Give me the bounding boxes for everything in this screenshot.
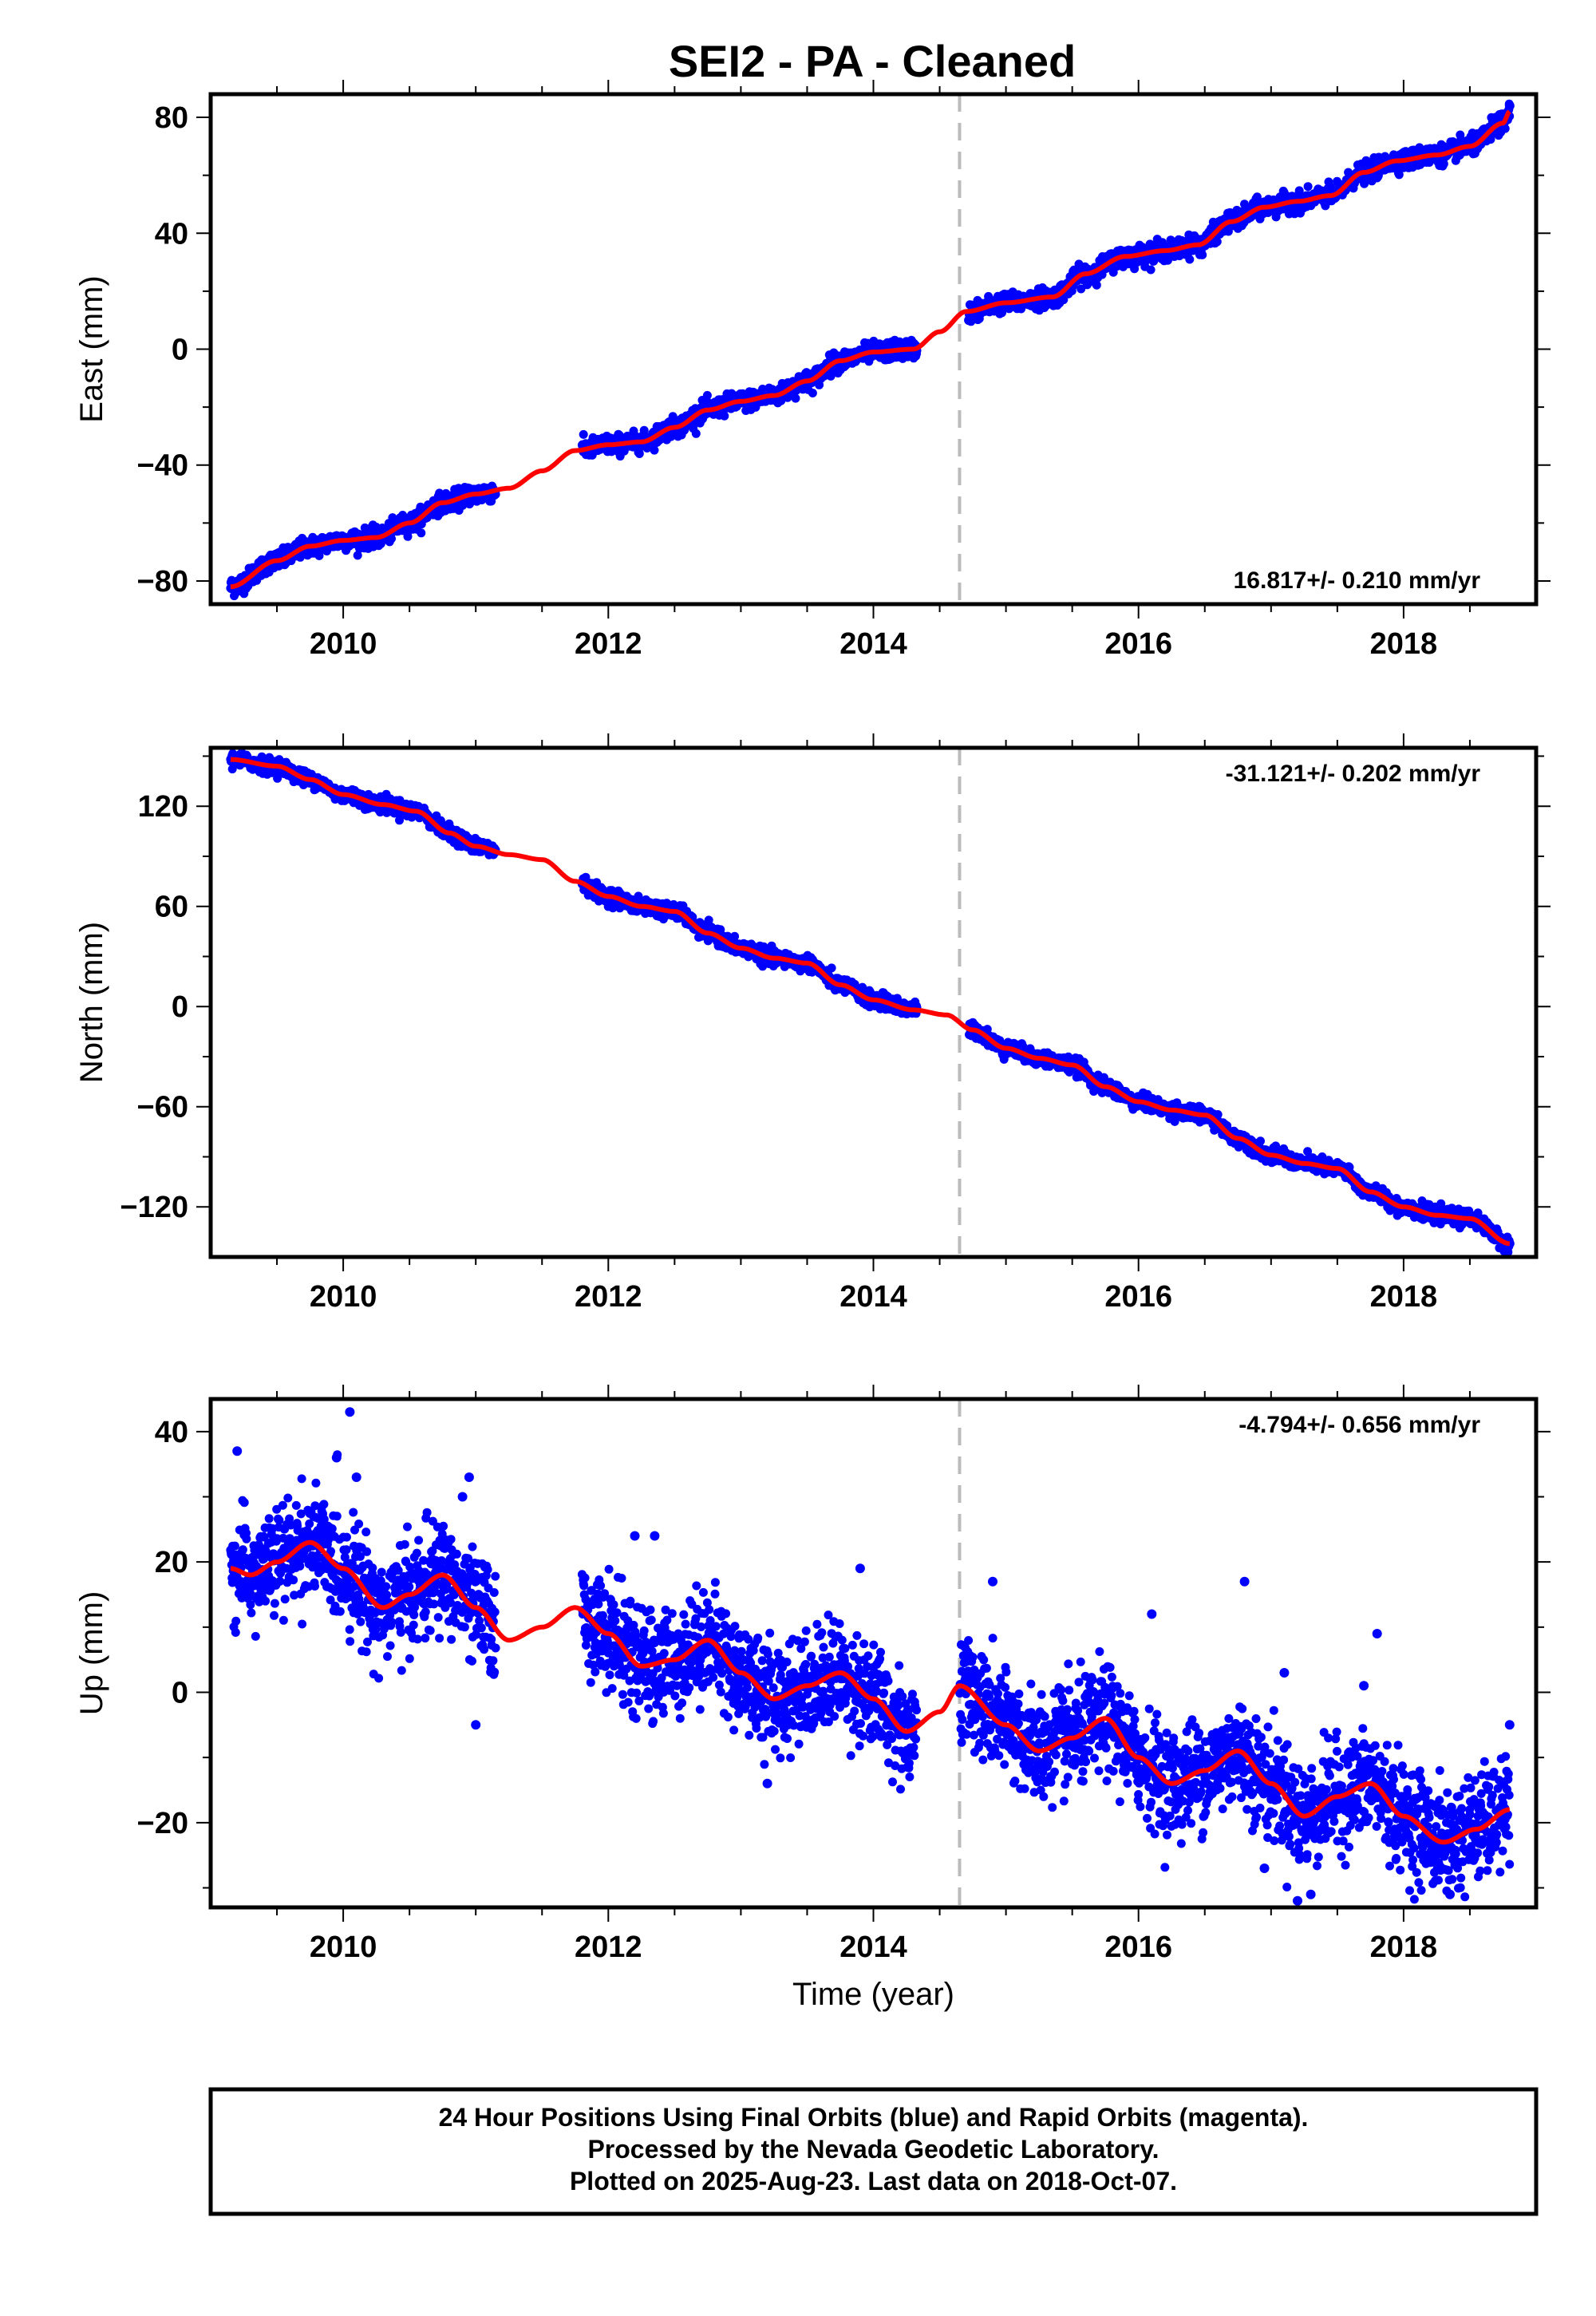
- data-point: [458, 500, 468, 510]
- data-point: [417, 528, 426, 538]
- data-point: [634, 449, 644, 458]
- data-point: [403, 532, 413, 541]
- y-tick-label: −80: [137, 565, 188, 599]
- data-point: [388, 513, 397, 523]
- x-tick-label: 2018: [1370, 627, 1438, 661]
- y-tick-label: 80: [155, 101, 188, 135]
- data-point: [1198, 250, 1207, 259]
- data-point: [1185, 255, 1195, 264]
- x-tick-label: 2016: [1104, 627, 1172, 661]
- data-point: [964, 315, 974, 326]
- y-axis-label: East (mm): [74, 275, 109, 422]
- data-point: [702, 390, 712, 400]
- data-point: [353, 551, 362, 560]
- data-point: [730, 931, 740, 941]
- y-tick-label: −40: [137, 449, 188, 483]
- data-point: [791, 393, 800, 403]
- data-points-north: [226, 748, 1515, 1257]
- data-point: [1146, 265, 1156, 275]
- data-point: [720, 411, 729, 421]
- x-tick-label: 2014: [839, 627, 907, 661]
- y-tick-label: 0: [172, 334, 188, 367]
- chart-title: SEI2 - PA - Cleaned: [669, 36, 1076, 86]
- data-point: [1504, 101, 1515, 111]
- x-tick-label: 2010: [310, 627, 377, 661]
- panel-east: 2010 2012 2014 2016 2018 80 40 0 −40 −80 East (mm)…: [74, 80, 1551, 661]
- data-point: [387, 534, 396, 543]
- data-point: [691, 429, 701, 438]
- data-point: [808, 389, 817, 397]
- x-tick-label: 2012: [575, 627, 642, 661]
- data-point: [579, 429, 588, 439]
- panels: 2010 2012 2014 2016 2018 80 40 0 −40 −80 East (mm)…: [74, 80, 1551, 2012]
- rate-label: 16.817+/- 0.210 mm/yr: [1234, 567, 1481, 594]
- data-point: [1303, 182, 1313, 192]
- data-point: [1439, 159, 1448, 168]
- data-point: [827, 963, 836, 973]
- y-tick-label: 40: [155, 217, 188, 251]
- data-point: [650, 445, 659, 455]
